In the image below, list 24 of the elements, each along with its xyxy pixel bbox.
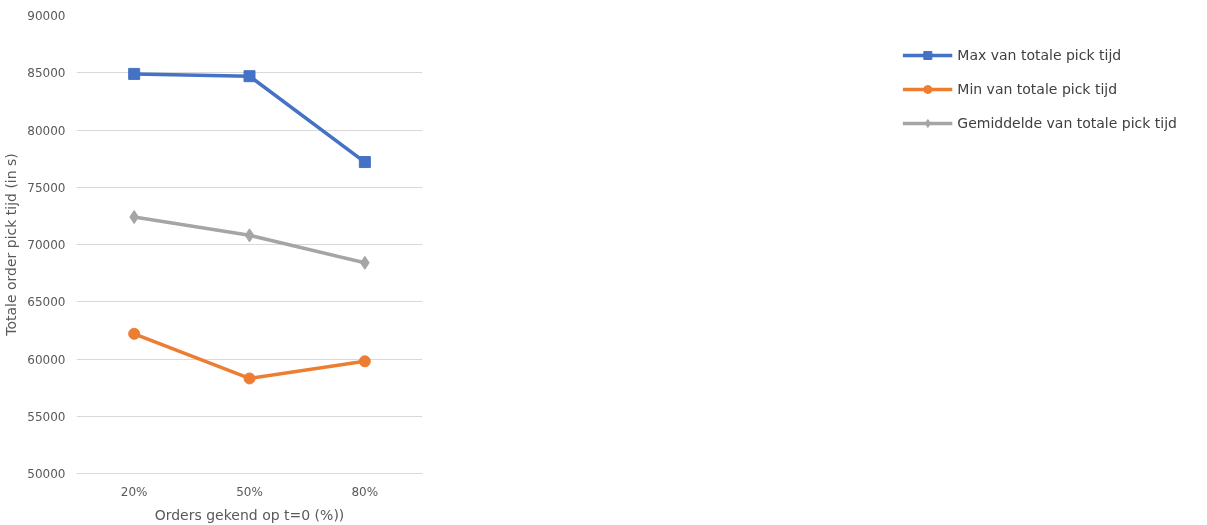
y-tick-label: 80000 <box>27 123 66 138</box>
y-tick-label: 50000 <box>27 467 66 481</box>
x-tick-label: 50% <box>236 484 263 499</box>
point <box>243 70 256 83</box>
point <box>243 372 256 385</box>
point <box>358 156 371 169</box>
point <box>128 327 141 340</box>
point <box>358 355 371 368</box>
point <box>244 228 255 243</box>
y-axis-title: Totale order pick tijd (in s) <box>3 153 20 337</box>
x-axis-title: Orders gekend op t=0 (%)) <box>154 506 345 523</box>
y-tick-label: 75000 <box>27 180 66 195</box>
legend-label: Gemiddelde van totale pick tijd <box>957 115 1177 131</box>
y-tick-label: 90000 <box>27 9 66 23</box>
legend-label: Min van totale pick tijd <box>957 81 1118 97</box>
y-tick-label: 60000 <box>27 352 66 367</box>
x-tick-label: 80% <box>351 484 379 499</box>
x-tick-label: 20% <box>120 484 148 499</box>
legend-label: Max van totale pick tijd <box>957 47 1122 63</box>
point <box>128 67 141 80</box>
y-tick-label: 65000 <box>27 295 66 310</box>
y-tick-label: 85000 <box>27 66 66 81</box>
y-tick-label: 55000 <box>27 409 66 424</box>
y-tick-label: 70000 <box>27 238 66 252</box>
